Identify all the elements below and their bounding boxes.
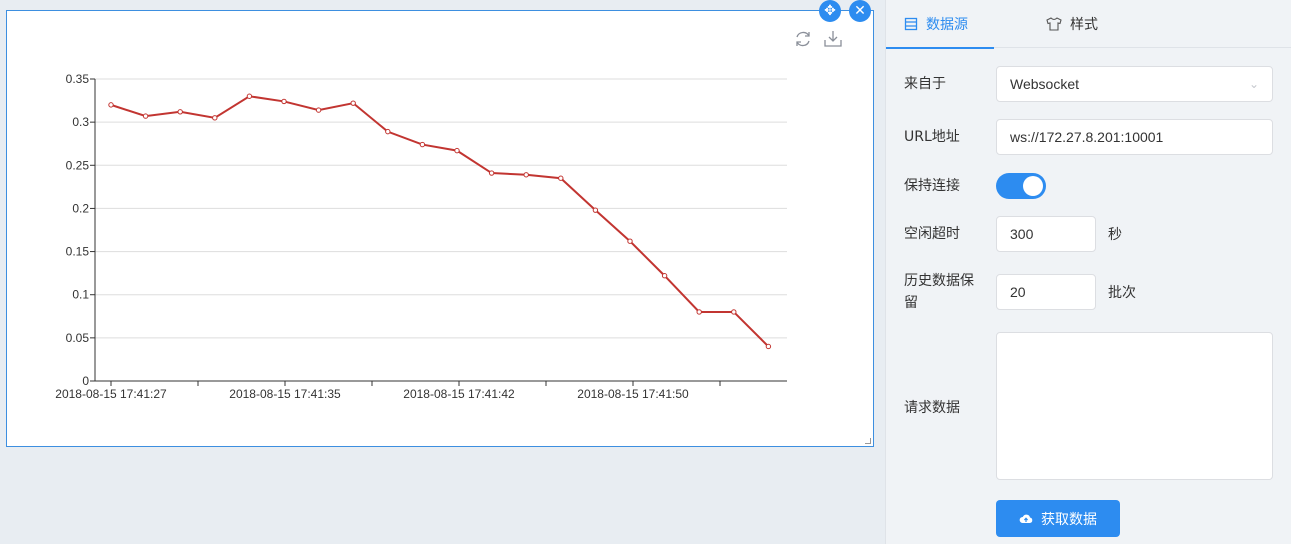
history-unit: 批次 <box>1108 285 1136 301</box>
keepalive-row: 保持连接 <box>904 173 1046 199</box>
x-tick-label: 2018-08-15 17:41:35 <box>229 387 341 401</box>
panel-tabs: 数据源 样式 <box>886 0 1291 49</box>
shirt-icon <box>1046 17 1062 31</box>
data-point <box>627 238 633 244</box>
cloud-upload-icon <box>1019 514 1033 523</box>
series-line <box>110 95 770 348</box>
data-point <box>488 170 495 176</box>
idle-unit: 秒 <box>1108 227 1122 243</box>
data-point <box>592 207 599 213</box>
y-tick-label: 0.15 <box>66 245 90 259</box>
y-tick-label: 0.35 <box>66 72 90 86</box>
tab-style-label: 样式 <box>1070 17 1098 33</box>
data-point <box>558 175 564 181</box>
idle-label: 空闲超时 <box>904 226 960 242</box>
y-tick-label: 0.05 <box>66 331 90 345</box>
data-point <box>246 93 253 99</box>
request-label: 请求数据 <box>904 400 960 416</box>
y-tick-label: 0.1 <box>72 288 89 302</box>
history-label: 历史数据保留 <box>904 273 974 311</box>
y-tick-label: 0 <box>82 374 89 388</box>
data-point <box>454 147 460 154</box>
history-input[interactable]: 20 <box>996 274 1096 310</box>
list-icon <box>904 17 918 31</box>
data-point <box>177 109 183 115</box>
data-point <box>731 309 737 315</box>
line-chart: 0 0.05 0.1 0.15 0.2 0.25 0.3 0.35 2018-08-15 17:… <box>55 72 787 401</box>
data-point <box>212 115 218 121</box>
tab-style[interactable]: 样式 <box>1028 0 1116 48</box>
download-icon[interactable] <box>823 29 843 49</box>
x-tick-label: 2018-08-15 17:41:27 <box>55 387 167 401</box>
data-point <box>419 141 426 148</box>
y-tick-label: 0.3 <box>72 115 89 129</box>
history-row: 历史数据保留 20 批次 <box>904 270 1136 314</box>
data-point <box>281 98 287 105</box>
x-tick-label: 2018-08-15 17:41:50 <box>577 387 689 401</box>
data-point <box>385 128 391 135</box>
chart-widget[interactable]: ✥ ✕ 0 0.05 0.1 0.15 0.2 0.25 0.3 0.35 2018-08-15… <box>6 0 874 447</box>
data-point <box>108 102 114 108</box>
data-point <box>696 309 702 315</box>
y-tick-label: 0.25 <box>66 158 90 172</box>
move-icon[interactable]: ✥ <box>819 0 841 22</box>
request-textarea[interactable] <box>996 332 1273 480</box>
source-label: 来自于 <box>904 76 946 92</box>
tab-datasource[interactable]: 数据源 <box>886 0 994 49</box>
chart-toolbox <box>793 29 843 49</box>
x-tick-label: 2018-08-15 17:41:42 <box>403 387 515 401</box>
source-select[interactable]: Websocket ⌄ <box>996 66 1273 102</box>
data-point <box>765 343 772 350</box>
url-label: URL地址 <box>904 129 960 145</box>
resize-handle[interactable] <box>865 438 871 444</box>
y-tick-label: 0.2 <box>72 201 89 215</box>
data-point <box>315 107 322 113</box>
keepalive-toggle[interactable] <box>996 173 1046 199</box>
data-point <box>661 273 668 279</box>
data-point <box>350 100 356 106</box>
source-row: 来自于 Websocket ⌄ <box>904 66 1273 102</box>
refresh-icon[interactable] <box>793 29 813 49</box>
data-point <box>523 172 529 178</box>
idle-timeout-input[interactable]: 300 <box>996 216 1096 252</box>
url-input[interactable]: ws://172.27.8.201:10001 <box>996 119 1273 155</box>
close-icon[interactable]: ✕ <box>849 0 871 22</box>
data-point <box>142 113 149 119</box>
settings-panel: 数据源 样式 来自于 Websocket ⌄ URL地址 ws://172.27… <box>885 0 1291 544</box>
tab-datasource-label: 数据源 <box>926 17 968 33</box>
fetch-data-button[interactable]: 获取数据 <box>996 500 1120 537</box>
chevron-down-icon: ⌄ <box>1248 77 1259 91</box>
fetch-data-label: 获取数据 <box>1041 511 1097 528</box>
keepalive-label: 保持连接 <box>904 178 960 194</box>
idle-row: 空闲超时 300 秒 <box>904 216 1122 252</box>
url-row: URL地址 ws://172.27.8.201:10001 <box>904 119 1273 155</box>
source-value: Websocket <box>1010 76 1079 92</box>
